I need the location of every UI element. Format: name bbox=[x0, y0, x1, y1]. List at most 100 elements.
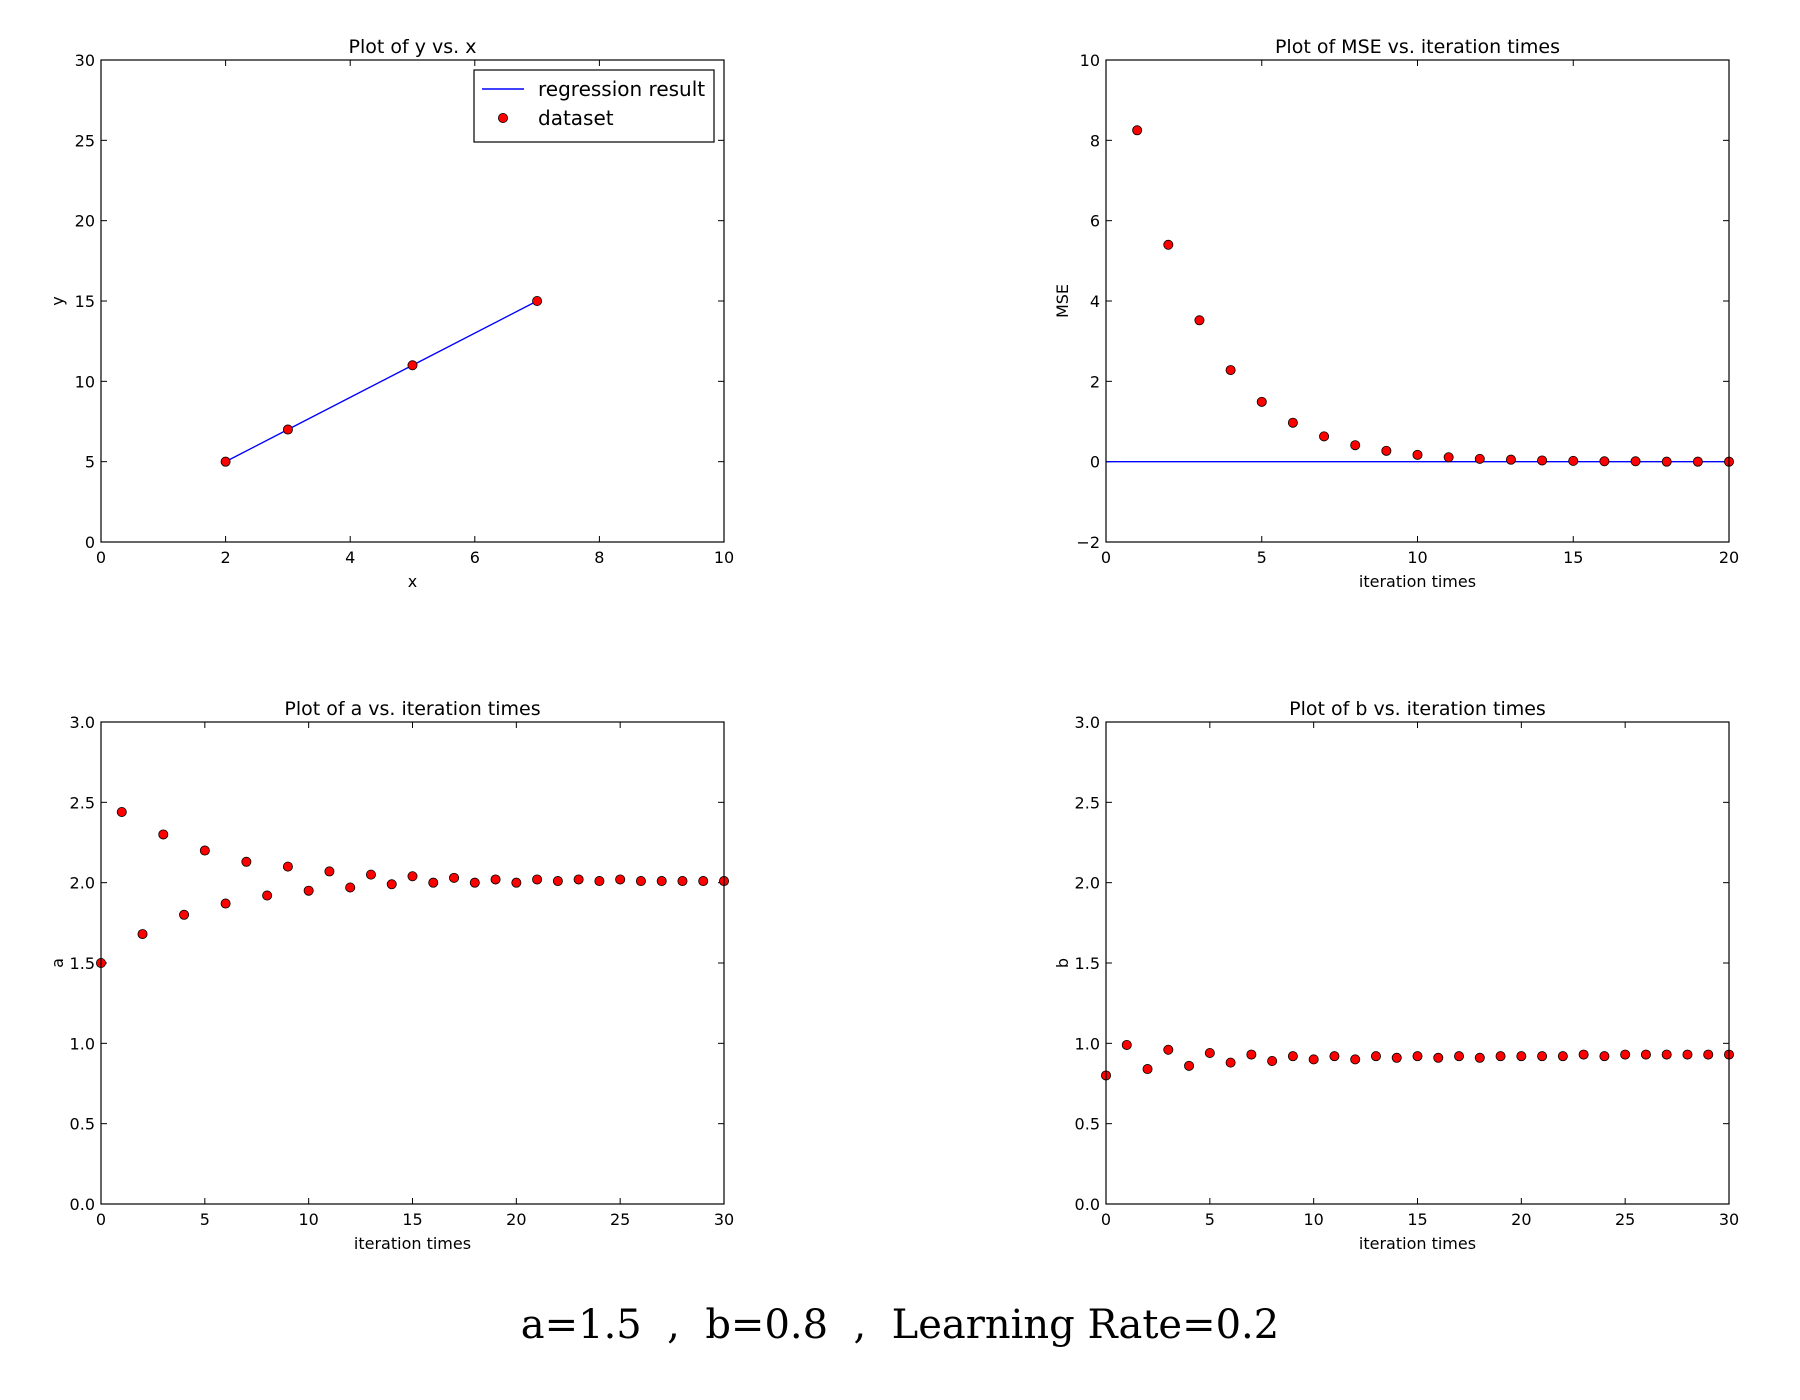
data-point bbox=[324, 866, 335, 877]
data-point bbox=[1370, 1051, 1381, 1062]
data-point bbox=[615, 874, 626, 885]
data-point bbox=[490, 874, 501, 885]
data-point bbox=[1225, 365, 1236, 376]
data-point bbox=[428, 877, 439, 888]
x-tick-label: 10 bbox=[714, 548, 734, 567]
plot-frame bbox=[100, 59, 725, 543]
y-tick-label: 1.0 bbox=[70, 1034, 95, 1053]
y-tick-label: 0.5 bbox=[70, 1115, 95, 1134]
data-point bbox=[1557, 1051, 1568, 1062]
data-point bbox=[511, 877, 522, 888]
data-point bbox=[573, 874, 584, 885]
x-tick-label: 10 bbox=[1303, 1210, 1323, 1229]
y-tick-label: 2 bbox=[1090, 372, 1100, 391]
data-point bbox=[1412, 1051, 1423, 1062]
x-tick-label: 15 bbox=[1563, 548, 1583, 567]
data-point bbox=[1661, 1049, 1672, 1060]
data-point bbox=[220, 898, 231, 909]
data-point bbox=[552, 876, 563, 887]
chart-3: 0 5 10 15 20 25 30 0.0 0.5 1.0 1.5 2.0 2.5 3.0 Plot of… bbox=[48, 698, 734, 1253]
x-tick-label: 2 bbox=[221, 548, 231, 567]
data-point bbox=[1620, 1049, 1631, 1060]
chart-title: Plot of b vs. iteration times bbox=[1289, 698, 1546, 720]
data-point bbox=[1184, 1060, 1195, 1071]
y-tick-label: 3.0 bbox=[70, 713, 95, 732]
data-point bbox=[1516, 1051, 1527, 1062]
data-point bbox=[1142, 1064, 1153, 1075]
data-point bbox=[1246, 1049, 1257, 1060]
data-point bbox=[1495, 1051, 1506, 1062]
x-axis-label: iteration times bbox=[1359, 572, 1476, 591]
y-axis-label: y bbox=[48, 296, 67, 305]
y-tick-label: 1.5 bbox=[70, 954, 95, 973]
data-point bbox=[1682, 1049, 1693, 1060]
y-tick-label: 2.0 bbox=[70, 874, 95, 893]
data-point bbox=[1599, 456, 1610, 467]
data-point bbox=[1537, 455, 1548, 466]
data-point bbox=[1433, 1052, 1444, 1063]
x-tick-label: 10 bbox=[1407, 548, 1427, 567]
legend-entry: regression result bbox=[538, 77, 705, 101]
x-tick-label: 5 bbox=[200, 1210, 210, 1229]
y-axis-label: b bbox=[1053, 958, 1072, 968]
data-point bbox=[1350, 440, 1361, 451]
x-tick-label: 4 bbox=[345, 548, 355, 567]
x-tick-label: 6 bbox=[470, 548, 480, 567]
y-tick-label: 0 bbox=[85, 533, 95, 552]
data-point bbox=[532, 874, 543, 885]
data-point bbox=[1661, 456, 1672, 467]
data-point bbox=[345, 882, 356, 893]
y-tick-label: 0.5 bbox=[1075, 1115, 1100, 1134]
x-tick-label: 0 bbox=[1101, 548, 1111, 567]
chart-4: 0 5 10 15 20 25 30 0.0 0.5 1.0 1.5 2.0 2.5 3.0 Plot of… bbox=[1053, 698, 1739, 1253]
series-line bbox=[225, 300, 538, 463]
data-point bbox=[1350, 1054, 1361, 1065]
data-point bbox=[635, 876, 646, 887]
chart-title: Plot of MSE vs. iteration times bbox=[1275, 36, 1560, 58]
data-point bbox=[407, 871, 418, 882]
y-tick-label: 0.0 bbox=[70, 1195, 95, 1214]
data-point bbox=[365, 869, 376, 880]
y-tick-label: 5 bbox=[85, 453, 95, 472]
x-axis-label: iteration times bbox=[1359, 1234, 1476, 1253]
data-point bbox=[303, 885, 314, 896]
x-tick-label: 30 bbox=[1719, 1210, 1739, 1229]
y-tick-label: 0 bbox=[1090, 453, 1100, 472]
data-point bbox=[1121, 1039, 1132, 1050]
plot-frame bbox=[1105, 721, 1730, 1205]
data-point bbox=[386, 879, 397, 890]
y-tick-label: 10 bbox=[1080, 51, 1100, 70]
data-point bbox=[1225, 1057, 1236, 1068]
x-axis-label: x bbox=[408, 572, 417, 591]
data-point bbox=[1474, 453, 1485, 464]
data-point bbox=[1692, 456, 1703, 467]
chart-title: Plot of y vs. x bbox=[349, 36, 477, 58]
x-axis-label: iteration times bbox=[354, 1234, 471, 1253]
data-point bbox=[1287, 417, 1298, 428]
y-axis-label: MSE bbox=[1053, 284, 1072, 318]
y-tick-label: 8 bbox=[1090, 131, 1100, 150]
legend-point-swatch bbox=[497, 113, 508, 124]
y-tick-label: 2.0 bbox=[1075, 874, 1100, 893]
data-point bbox=[656, 876, 667, 887]
x-tick-label: 30 bbox=[714, 1210, 734, 1229]
data-point bbox=[137, 929, 148, 940]
x-tick-label: 25 bbox=[610, 1210, 630, 1229]
data-point bbox=[1443, 452, 1454, 463]
data-point bbox=[449, 872, 460, 883]
x-tick-label: 0 bbox=[96, 1210, 106, 1229]
y-tick-label: 20 bbox=[75, 212, 95, 231]
data-point bbox=[1163, 1044, 1174, 1055]
y-tick-label: 25 bbox=[75, 131, 95, 150]
y-tick-label: 6 bbox=[1090, 212, 1100, 231]
y-tick-label: 10 bbox=[75, 372, 95, 391]
data-point bbox=[1287, 1051, 1298, 1062]
x-tick-label: 20 bbox=[506, 1210, 526, 1229]
data-point bbox=[1640, 1049, 1651, 1060]
figure-caption: a=1.5 , b=0.8 , Learning Rate=0.2 bbox=[521, 1302, 1279, 1348]
legend: regression result dataset bbox=[473, 69, 715, 143]
data-point bbox=[1132, 125, 1143, 136]
data-point bbox=[220, 456, 231, 467]
data-point bbox=[1267, 1056, 1278, 1067]
